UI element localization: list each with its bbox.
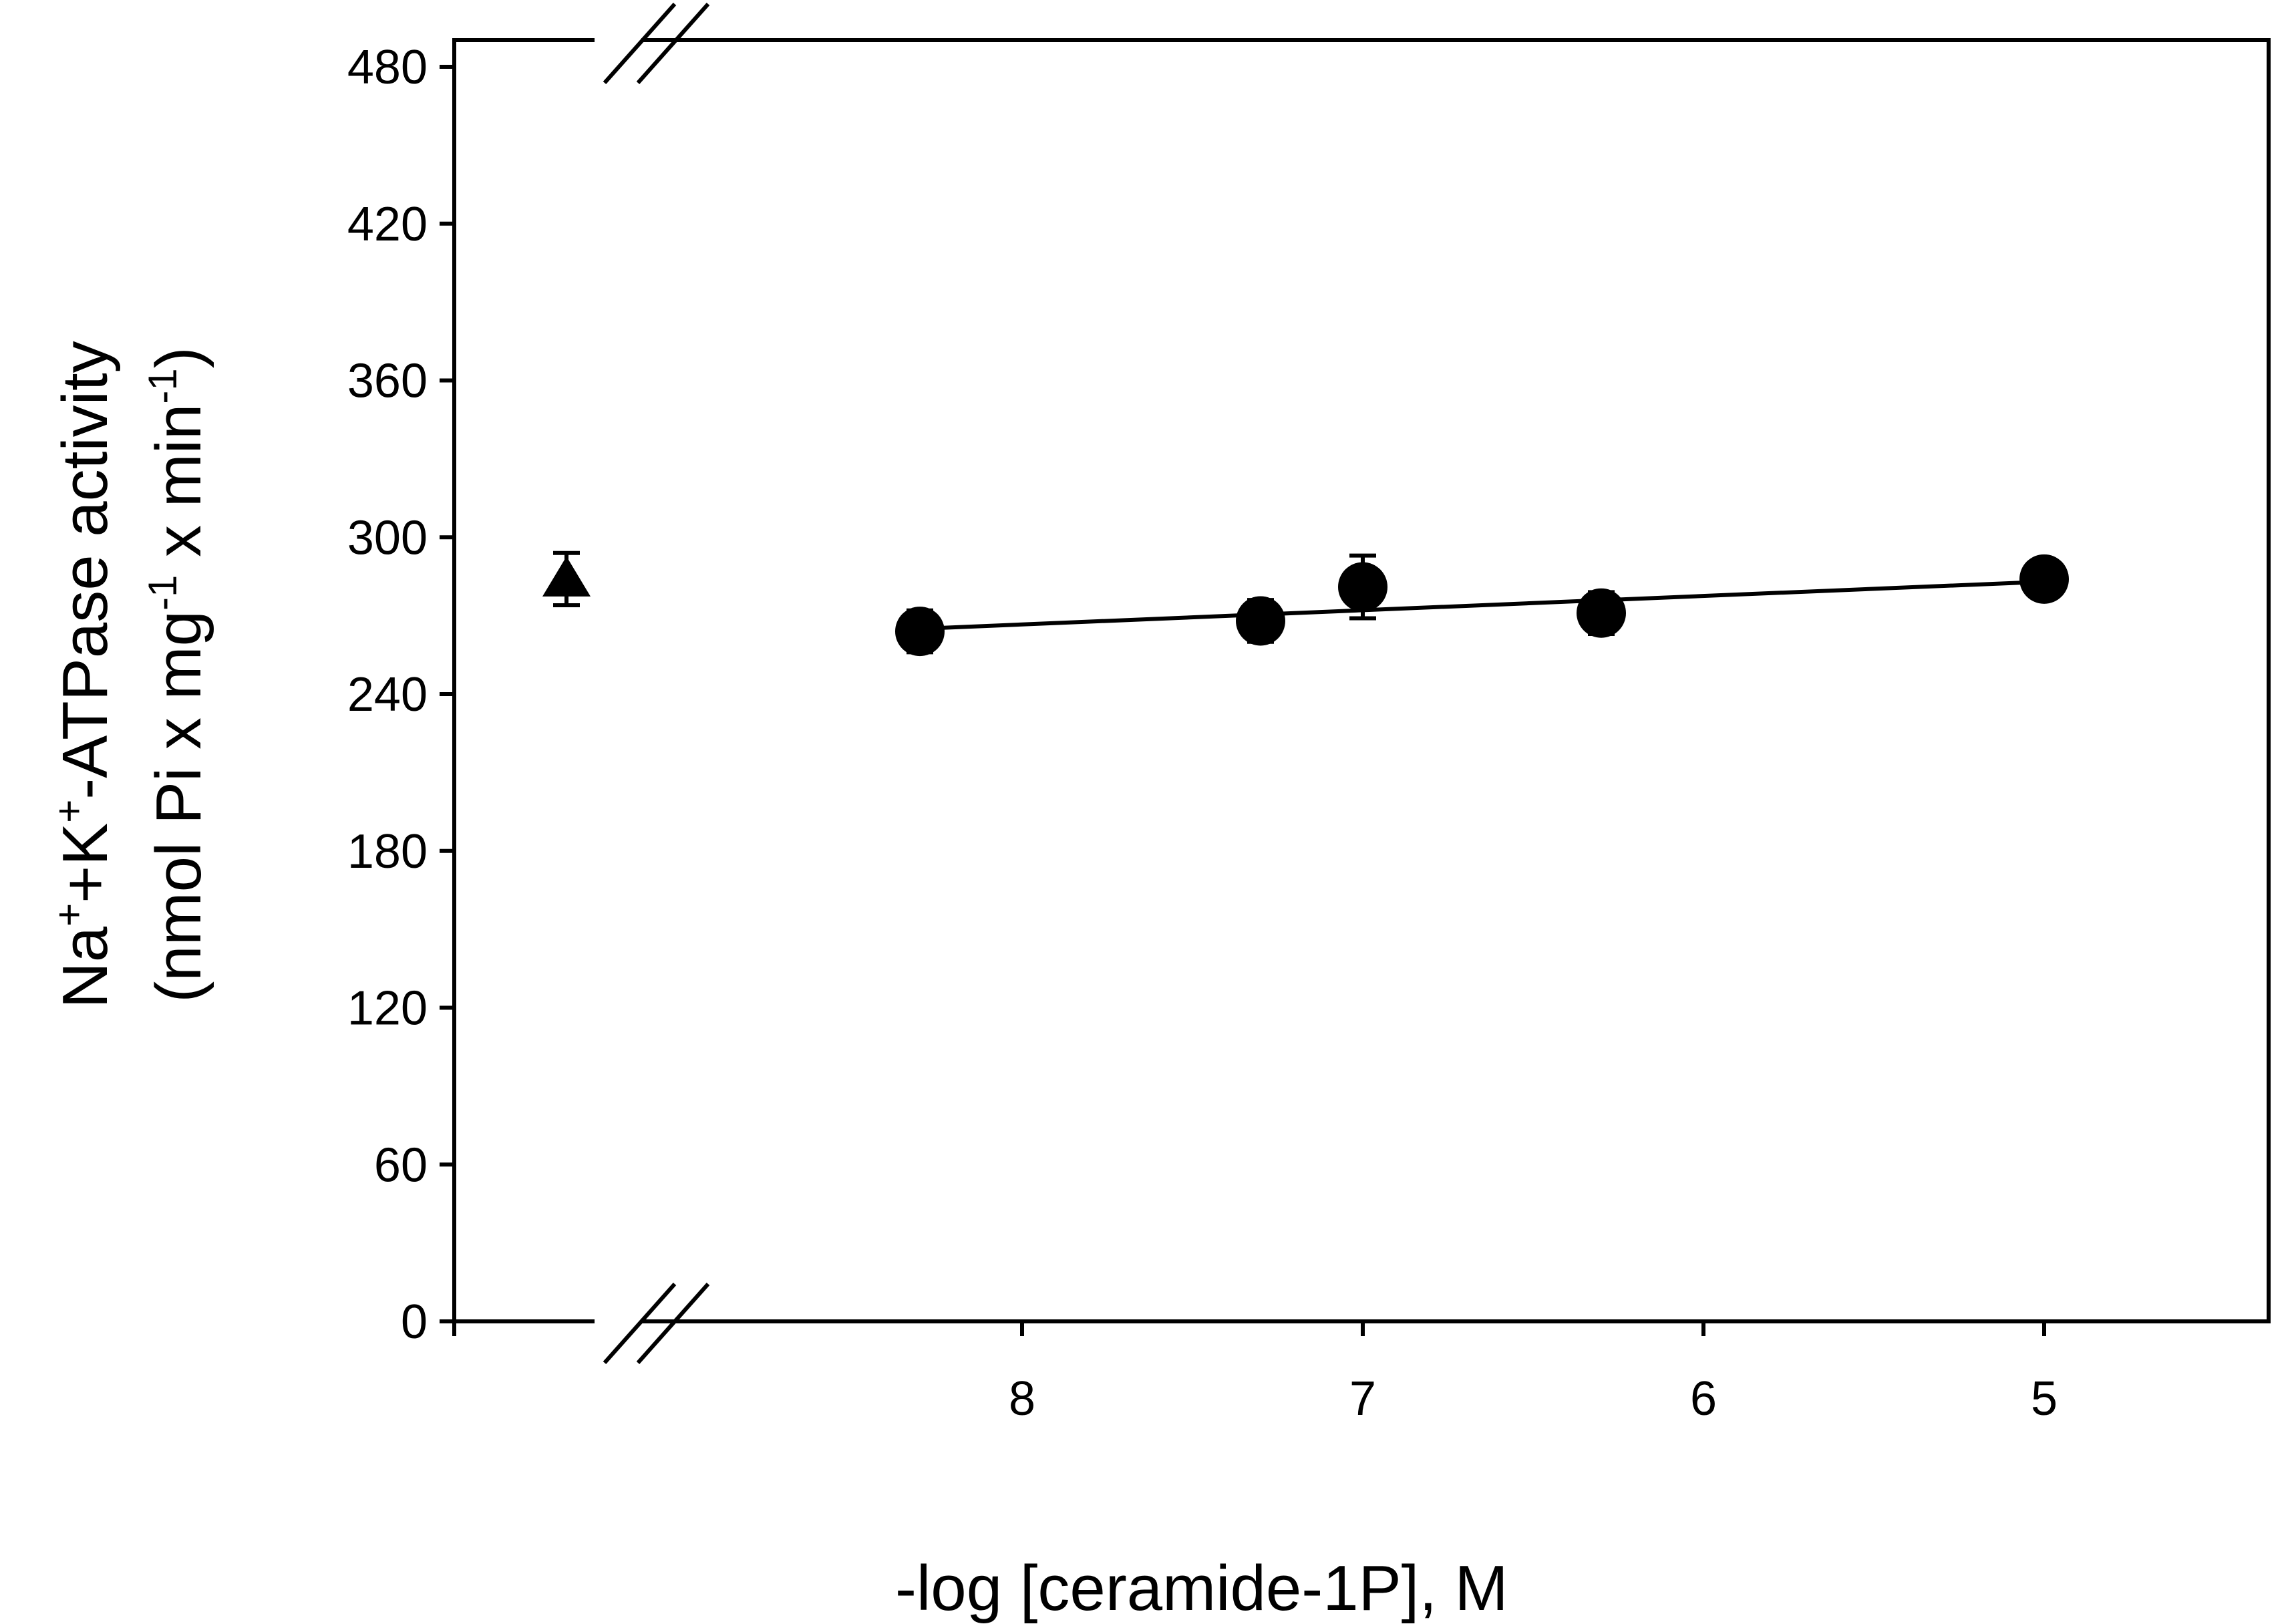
y-tick-label: 60	[374, 1138, 428, 1192]
data-point-marker	[1236, 596, 1285, 646]
x-tick-label: 7	[1349, 1372, 1376, 1426]
data-point-marker	[1338, 562, 1387, 612]
data-point-marker	[1577, 588, 1626, 638]
y-axis-units: (nmol Pi x mg-1 x min-1)	[140, 347, 214, 1003]
axis-break-top	[595, 3, 710, 84]
y-tick-label: 0	[401, 1295, 428, 1349]
control-triangle-marker	[542, 556, 591, 597]
y-tick-label: 300	[347, 511, 428, 564]
x-tick-label: 5	[2031, 1372, 2058, 1426]
y-tick-label: 240	[347, 668, 428, 721]
axis-break-bottom	[595, 1283, 710, 1364]
x-axis-title: -log [ceramide-1P], M	[895, 1553, 1508, 1624]
control-point	[542, 550, 591, 607]
x-tick-label: 8	[1009, 1372, 1035, 1426]
y-tick-label: 420	[347, 198, 428, 251]
plot-frame	[452, 38, 2271, 1323]
y-tick-label: 480	[347, 41, 428, 94]
x-axis-ticks: 8 7 6 5	[452, 1321, 2058, 1426]
series-points	[895, 553, 2069, 657]
data-point-marker	[895, 607, 945, 657]
data-point-marker	[2019, 554, 2069, 604]
fit-line	[919, 579, 2045, 631]
y-axis-ticks: 0 60 120 180 240 300 360 420 480	[347, 41, 454, 1349]
x-tick-label: 6	[1690, 1372, 1717, 1426]
y-tick-label: 360	[347, 355, 428, 408]
y-axis-title: Na++K+-ATPase activity	[47, 341, 121, 1008]
y-tick-label: 120	[347, 982, 428, 1035]
y-tick-label: 180	[347, 825, 428, 878]
